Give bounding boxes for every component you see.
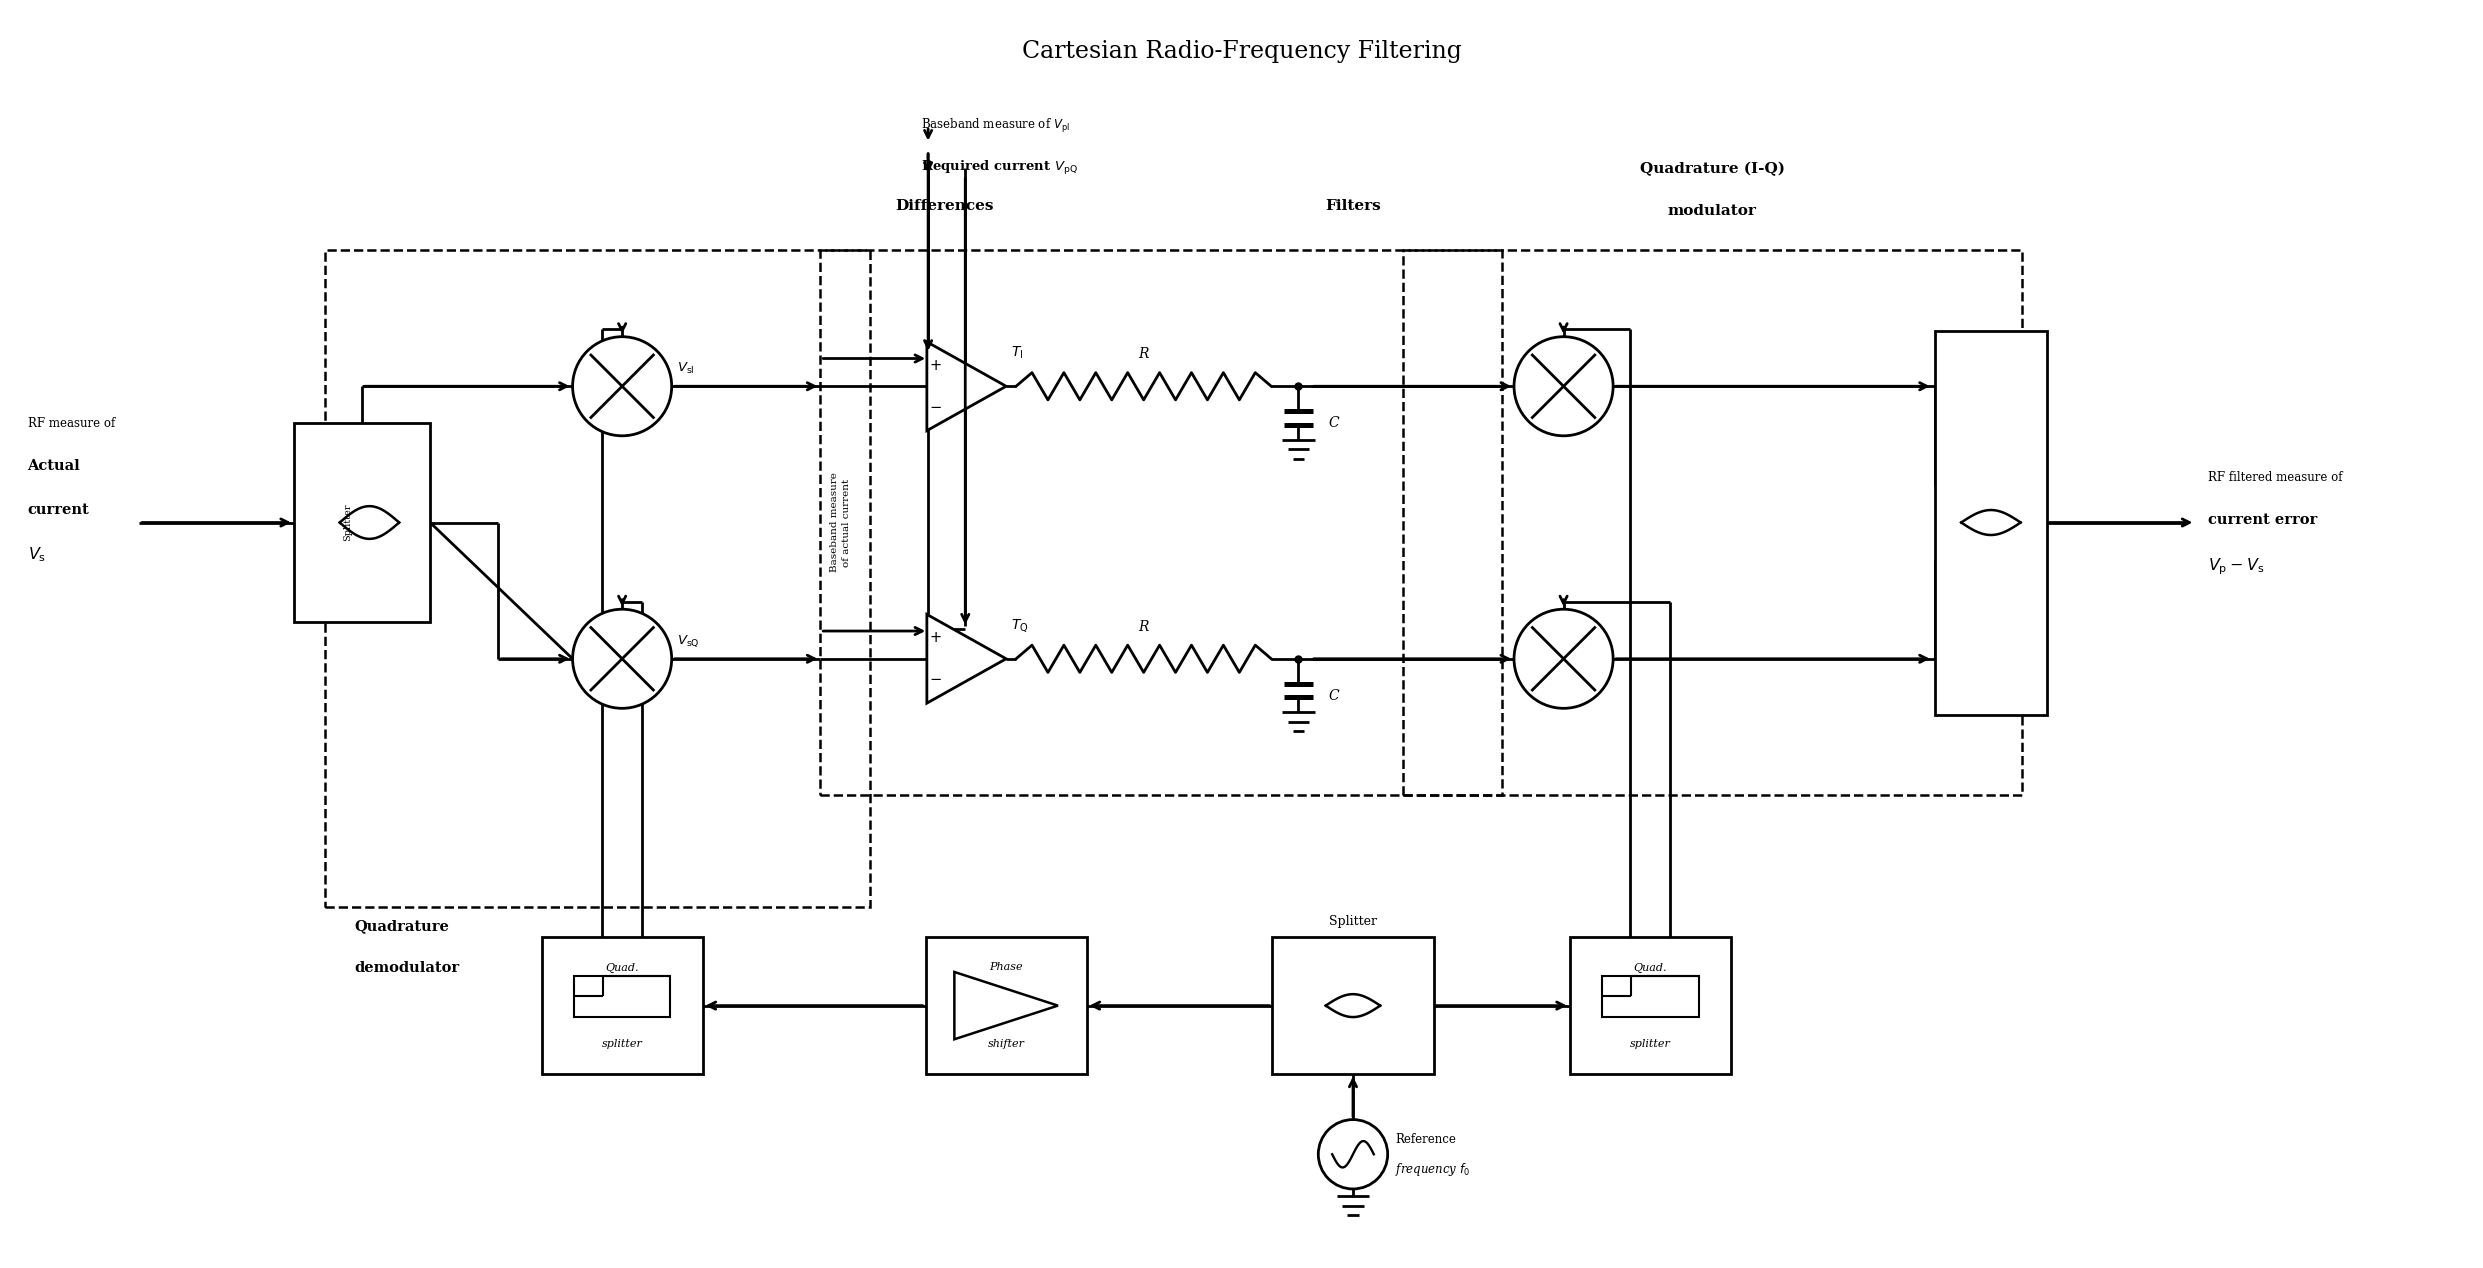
Bar — [541, 937, 703, 1074]
Circle shape — [1515, 609, 1614, 709]
Text: $V_\mathrm{sI}$: $V_\mathrm{sI}$ — [678, 361, 695, 377]
Text: splitter: splitter — [1629, 1038, 1671, 1049]
Text: Phase: Phase — [988, 962, 1023, 973]
Text: −: − — [929, 399, 941, 415]
Text: Actual: Actual — [27, 459, 79, 473]
Text: $V_\mathrm{sQ}$: $V_\mathrm{sQ}$ — [678, 633, 700, 649]
Bar — [1602, 975, 1698, 1017]
Text: Reference: Reference — [1395, 1132, 1455, 1146]
Bar — [574, 975, 670, 1017]
Circle shape — [1318, 1120, 1388, 1189]
Text: $T_\mathrm{I}$: $T_\mathrm{I}$ — [1011, 345, 1023, 361]
Text: Baseband measure of $V_\mathrm{pI}$: Baseband measure of $V_\mathrm{pI}$ — [921, 117, 1070, 136]
Bar — [1934, 331, 2046, 714]
Text: Quad.: Quad. — [606, 962, 638, 973]
Text: −: − — [929, 672, 941, 687]
Polygon shape — [953, 973, 1058, 1040]
Text: splitter: splitter — [601, 1038, 643, 1049]
Text: Quadrature (I-Q): Quadrature (I-Q) — [1639, 161, 1785, 176]
Bar — [1569, 937, 1731, 1074]
Circle shape — [574, 609, 673, 709]
Text: Baseband measure
of actual current: Baseband measure of actual current — [829, 473, 852, 572]
Bar — [926, 937, 1088, 1074]
Text: C: C — [1328, 689, 1338, 702]
Bar — [325, 250, 869, 907]
Bar — [1271, 937, 1433, 1074]
Text: RF measure of: RF measure of — [27, 417, 114, 430]
Text: $V_\mathrm{p} - V_\mathrm{s}$: $V_\mathrm{p} - V_\mathrm{s}$ — [2207, 557, 2264, 577]
Text: R: R — [1137, 620, 1150, 634]
Text: Quad.: Quad. — [1634, 962, 1666, 973]
Text: +: + — [929, 358, 941, 373]
Text: frequency $f_0$: frequency $f_0$ — [1395, 1160, 1470, 1178]
Polygon shape — [926, 342, 1006, 431]
Text: Quadrature: Quadrature — [355, 919, 449, 933]
Text: Splitter: Splitter — [343, 503, 353, 541]
Text: R: R — [1137, 347, 1150, 361]
Text: RF filtered measure of: RF filtered measure of — [2207, 472, 2341, 484]
Text: modulator: modulator — [1669, 204, 1755, 218]
Bar — [293, 424, 430, 621]
Text: shifter: shifter — [988, 1038, 1025, 1049]
Text: $T_\mathrm{Q}$: $T_\mathrm{Q}$ — [1011, 618, 1028, 634]
Text: current error: current error — [2207, 514, 2317, 527]
Text: $V_\mathrm{s}$: $V_\mathrm{s}$ — [27, 545, 45, 564]
Text: Splitter: Splitter — [1328, 914, 1378, 928]
Text: Cartesian Radio-Frequency Filtering: Cartesian Radio-Frequency Filtering — [1021, 41, 1462, 63]
Circle shape — [1515, 337, 1614, 436]
Bar — [819, 250, 1502, 795]
Circle shape — [574, 337, 673, 436]
Text: Filters: Filters — [1326, 199, 1381, 213]
Text: current: current — [27, 503, 89, 517]
Polygon shape — [926, 615, 1006, 704]
Bar — [1403, 250, 2021, 795]
Text: Differences: Differences — [894, 199, 993, 213]
Text: Required current $V_\mathrm{pQ}$: Required current $V_\mathrm{pQ}$ — [921, 160, 1078, 178]
Text: C: C — [1328, 416, 1338, 430]
Text: demodulator: demodulator — [355, 961, 459, 975]
Text: +: + — [929, 630, 941, 645]
